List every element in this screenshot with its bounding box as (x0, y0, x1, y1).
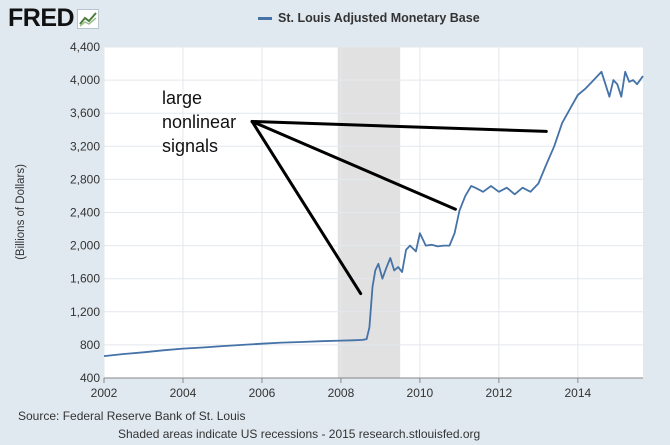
x-tick-label: 2004 (170, 386, 197, 400)
annotation-arrow-line (250, 119, 363, 296)
y-tick-label: 2,000 (70, 239, 100, 253)
annotation-line-2: nonlinear (162, 112, 237, 132)
y-tick-label: 4,000 (70, 73, 100, 87)
x-tick-label: 2014 (564, 386, 591, 400)
x-tick-label: 2006 (249, 386, 276, 400)
x-tick-label: 2012 (486, 386, 513, 400)
series-line (103, 70, 644, 357)
y-tick-label: 4,400 (70, 40, 100, 54)
y-tick-label: 1,200 (70, 305, 100, 319)
annotation-line-1: large (162, 88, 203, 108)
y-tick-label: 2,800 (70, 172, 100, 186)
legend-swatch (258, 16, 272, 20)
fred-logo[interactable]: FRED (8, 4, 100, 32)
x-tick-label: 2008 (328, 386, 355, 400)
annotation-arrow-line (250, 119, 548, 133)
y-tick-label: 800 (80, 338, 100, 352)
annotation-text: large nonlinear signals (162, 86, 236, 158)
annotation-line-3: signals (162, 136, 219, 156)
fred-wordmark: FRED (8, 4, 75, 32)
y-tick-label: 400 (80, 371, 100, 385)
y-tick-label: 3,600 (70, 106, 100, 120)
x-tick-label: 2010 (407, 386, 434, 400)
legend-label: St. Louis Adjusted Monetary Base (278, 11, 480, 25)
y-tick-label: 3,200 (70, 139, 100, 153)
chart-legend: St. Louis Adjusted Monetary Base (258, 11, 480, 25)
y-tick-label: 1,600 (70, 272, 100, 286)
y-tick-label: 2,400 (70, 206, 100, 220)
source-note: Source: Federal Reserve Bank of St. Loui… (18, 409, 246, 423)
x-tick-label: 2002 (91, 386, 118, 400)
recession-note: Shaded areas indicate US recessions - 20… (118, 427, 481, 441)
annotation-arrow-line (250, 119, 457, 211)
fred-chart-logo-icon (77, 8, 100, 29)
